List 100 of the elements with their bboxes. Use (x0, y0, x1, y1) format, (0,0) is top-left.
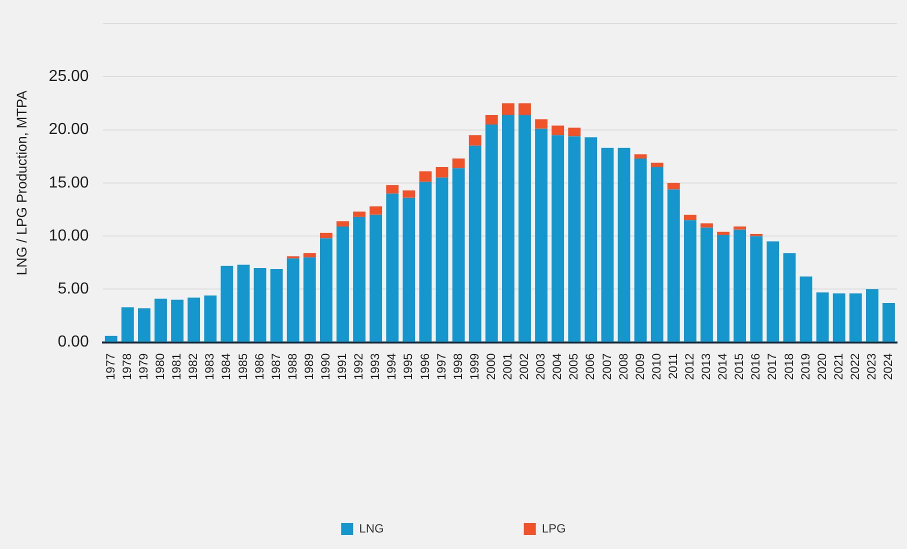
bar (485, 124, 498, 342)
bar (535, 119, 548, 129)
x-tick-label: 1994 (384, 352, 399, 380)
bar (419, 171, 432, 182)
bar (866, 289, 878, 342)
bar (138, 308, 150, 342)
x-tick-label: 2016 (748, 352, 763, 380)
x-tick-label: 2022 (848, 352, 862, 380)
x-tick-label: 2011 (666, 352, 680, 380)
y-tick-label: 20.00 (48, 121, 89, 138)
bar (104, 336, 118, 342)
x-tick-label: 1998 (450, 352, 465, 380)
x-tick-label: 2010 (649, 352, 664, 380)
y-tick-label: 25.00 (48, 68, 89, 86)
x-tick-label: 2021 (831, 352, 846, 380)
bar (634, 154, 647, 159)
bar (353, 216, 366, 342)
y-tick-label: 10.00 (48, 227, 89, 244)
bar (370, 206, 382, 215)
x-tick-label: 2007 (600, 352, 614, 380)
x-tick-label: 1986 (252, 352, 266, 380)
x-tick-label: 1989 (302, 352, 316, 380)
bar (849, 293, 862, 342)
bar (717, 232, 730, 236)
bar (154, 298, 167, 342)
bar (370, 214, 382, 342)
x-tick-label: 2009 (632, 352, 647, 380)
x-tick-label: 1999 (467, 352, 482, 380)
bar (336, 221, 349, 227)
x-tick-label: 1990 (318, 352, 333, 380)
bar (650, 167, 664, 342)
bar (634, 158, 647, 342)
bar (468, 146, 482, 342)
bar (667, 189, 680, 342)
x-tick-label: 2000 (484, 352, 498, 380)
x-tick-label: 1992 (352, 352, 366, 380)
bar (303, 257, 316, 342)
bar (717, 235, 730, 342)
x-tick-label: 1988 (285, 352, 300, 380)
bar (452, 158, 465, 168)
bar (618, 148, 630, 342)
bar (568, 128, 581, 136)
x-tick-label: 1983 (202, 352, 217, 380)
x-tick-label: 2023 (864, 352, 878, 380)
x-tick-label: 1979 (136, 352, 151, 380)
x-tick-label: 1978 (120, 352, 134, 380)
x-tick-label: 2015 (732, 352, 746, 380)
x-tick-label: 1985 (236, 352, 250, 380)
y-tick-label: 5.00 (58, 280, 89, 298)
x-tick-label: 2017 (765, 352, 780, 380)
bar (518, 103, 531, 115)
bar (700, 223, 713, 228)
x-tick-label: 2006 (583, 352, 598, 380)
bar (800, 276, 812, 342)
y-tick-label: 0.00 (58, 334, 89, 351)
bar (336, 226, 349, 342)
bar (254, 268, 266, 342)
bar (121, 307, 134, 342)
legend-label: LPG (542, 521, 566, 536)
bar (535, 128, 548, 342)
bar (584, 137, 598, 342)
bar (667, 182, 680, 190)
bar (353, 212, 366, 217)
bar (601, 148, 614, 342)
x-tick-label: 2001 (500, 352, 515, 380)
x-tick-label: 1993 (368, 352, 382, 380)
bar (188, 298, 200, 342)
bar (502, 103, 514, 115)
x-tick-label: 1987 (268, 352, 283, 380)
x-tick-label: 1995 (401, 352, 416, 380)
bar (734, 226, 746, 230)
x-tick-label: 1982 (186, 352, 200, 380)
x-tick-label: 1991 (335, 352, 350, 380)
x-tick-label: 2004 (550, 352, 564, 380)
bar (650, 162, 664, 168)
bar (832, 293, 846, 342)
x-tick-label: 2020 (814, 352, 829, 380)
bar (783, 253, 796, 342)
x-tick-label: 2012 (682, 352, 696, 380)
bar (734, 230, 746, 342)
bar (766, 241, 780, 342)
bar (436, 178, 448, 342)
x-tick-label: 1977 (103, 352, 118, 380)
bar (700, 228, 713, 342)
y-axis-title: LNG / LPG Production, MTPA (13, 90, 30, 276)
bar (270, 269, 283, 342)
x-tick-label: 2003 (534, 352, 548, 380)
x-tick-label: 2005 (566, 352, 581, 380)
x-tick-label: 2013 (699, 352, 714, 380)
x-tick-label: 2008 (616, 352, 630, 380)
bar (468, 135, 482, 146)
bar (320, 238, 332, 342)
bar (750, 236, 763, 342)
x-tick-label: 2019 (798, 352, 812, 380)
bar (402, 198, 416, 342)
x-tick-label: 2024 (881, 352, 896, 380)
legend-label: LNG (359, 521, 384, 536)
x-tick-label: 1996 (418, 352, 432, 380)
bar (452, 168, 465, 342)
bar (386, 185, 399, 194)
